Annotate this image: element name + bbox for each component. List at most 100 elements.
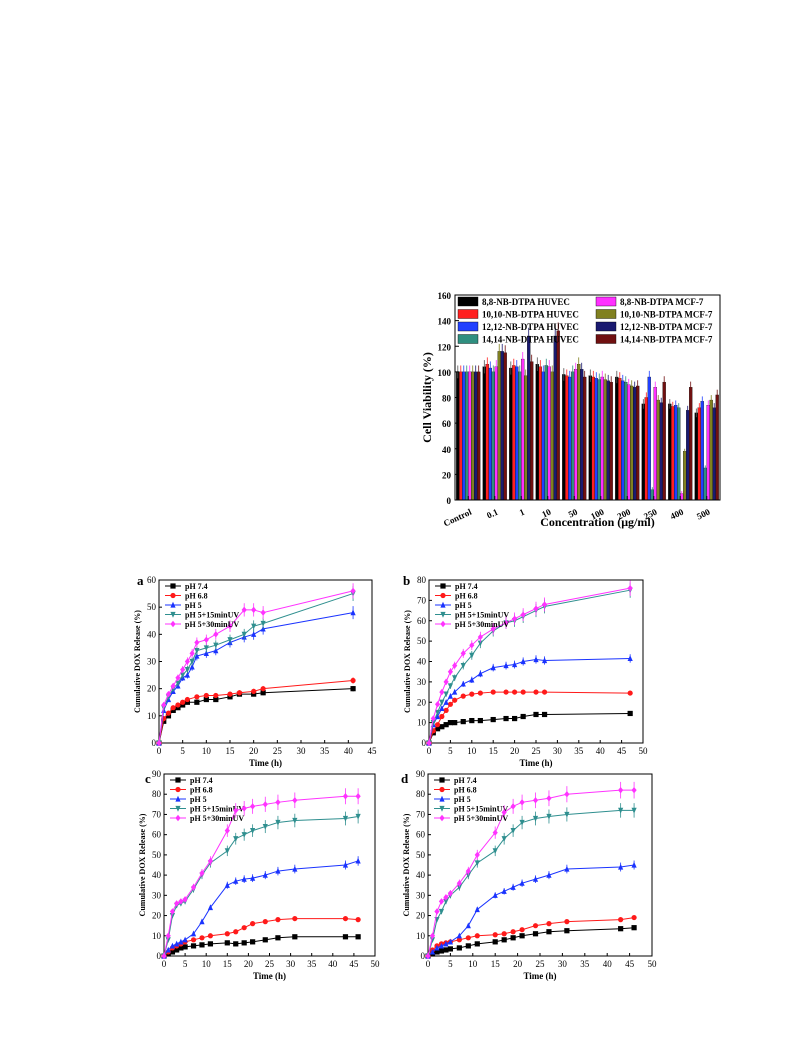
data-point bbox=[618, 807, 624, 814]
data-point bbox=[474, 941, 480, 947]
data-point bbox=[241, 606, 247, 614]
data-point bbox=[182, 896, 188, 903]
data-point bbox=[233, 929, 239, 935]
data-point bbox=[452, 688, 458, 695]
x-tick-label: 35 bbox=[574, 746, 584, 756]
bar bbox=[459, 371, 463, 501]
data-point bbox=[241, 875, 247, 882]
x-axis-title: Time (h) bbox=[519, 758, 552, 768]
bar bbox=[538, 366, 542, 501]
release-chart-c: 0 5 10 15 20 25 30 35 40 45 50 0 10 20 30 40 50 60 70 80 90 T… bbox=[138, 769, 380, 981]
data-point bbox=[189, 663, 195, 670]
data-point bbox=[275, 867, 281, 874]
data-point bbox=[456, 945, 462, 951]
bar bbox=[630, 385, 634, 501]
data-point bbox=[469, 676, 475, 683]
data-point bbox=[492, 848, 498, 855]
bar bbox=[503, 352, 507, 501]
data-point bbox=[355, 857, 361, 864]
x-tick-label: 1 bbox=[518, 507, 527, 518]
data-point bbox=[262, 801, 268, 808]
bar bbox=[697, 407, 701, 501]
data-point bbox=[182, 936, 188, 943]
x-tick-label: 5 bbox=[183, 959, 188, 969]
data-point bbox=[474, 860, 480, 867]
y-tick-label: 80 bbox=[416, 789, 426, 799]
data-point bbox=[438, 948, 445, 954]
data-point bbox=[175, 814, 181, 822]
x-tick-label: 0 bbox=[426, 959, 431, 969]
data-point bbox=[474, 933, 480, 939]
x-tick-label: 10 bbox=[202, 959, 212, 969]
data-point bbox=[447, 938, 453, 945]
bar bbox=[541, 371, 545, 501]
data-point bbox=[165, 946, 171, 953]
bar bbox=[580, 369, 584, 501]
bar bbox=[712, 407, 716, 501]
data-point bbox=[194, 699, 200, 705]
data-point bbox=[492, 939, 498, 945]
legend-label: 14,14-NB-DTPA HUVEC bbox=[482, 335, 579, 345]
data-point bbox=[541, 711, 548, 718]
bar bbox=[500, 351, 504, 501]
x-tick-label: 40 bbox=[596, 746, 606, 756]
bar bbox=[594, 378, 598, 501]
y-tick-label: 90 bbox=[416, 769, 426, 779]
x-tick-label: 0 bbox=[162, 959, 167, 969]
bar bbox=[574, 369, 578, 501]
data-point bbox=[447, 946, 453, 952]
data-point bbox=[262, 823, 268, 830]
data-point bbox=[203, 696, 209, 703]
data-point bbox=[241, 805, 247, 812]
data-point bbox=[170, 611, 176, 618]
y-tick-label: 50 bbox=[417, 636, 427, 646]
data-point bbox=[447, 668, 453, 675]
data-point bbox=[207, 857, 214, 865]
data-point bbox=[503, 619, 509, 626]
bar bbox=[653, 387, 657, 501]
data-point bbox=[438, 908, 445, 915]
data-point bbox=[156, 739, 162, 747]
data-point bbox=[533, 605, 539, 612]
data-point bbox=[512, 715, 518, 722]
series-line bbox=[158, 612, 354, 744]
data-point bbox=[175, 702, 181, 708]
bar bbox=[706, 405, 710, 501]
data-point bbox=[170, 592, 176, 599]
y-tick-label: 20 bbox=[152, 911, 162, 921]
data-point bbox=[447, 701, 453, 707]
data-point bbox=[180, 672, 186, 679]
data-point bbox=[541, 657, 548, 664]
bar bbox=[641, 403, 645, 501]
data-point bbox=[224, 848, 230, 855]
data-point bbox=[447, 890, 453, 897]
data-point bbox=[180, 666, 186, 673]
data-point bbox=[227, 694, 233, 700]
data-point bbox=[434, 713, 441, 720]
data-point bbox=[618, 917, 624, 923]
data-point bbox=[429, 932, 436, 939]
data-point bbox=[477, 717, 483, 724]
y-tick-label: 80 bbox=[417, 575, 427, 585]
data-point bbox=[627, 690, 633, 696]
y-tick-label: 90 bbox=[152, 769, 162, 779]
data-point bbox=[175, 674, 181, 681]
data-point bbox=[207, 941, 214, 947]
data-point bbox=[175, 805, 181, 812]
x-tick-label: 400 bbox=[669, 507, 686, 522]
data-point bbox=[190, 930, 197, 937]
data-point bbox=[262, 871, 268, 878]
data-point bbox=[175, 680, 181, 687]
data-point bbox=[631, 861, 637, 868]
bar bbox=[709, 399, 713, 501]
bar bbox=[530, 361, 534, 501]
x-tick-label: 15 bbox=[489, 746, 499, 756]
bar bbox=[491, 371, 495, 501]
data-point bbox=[434, 709, 441, 716]
x-tick-label: 35 bbox=[307, 959, 317, 969]
data-point bbox=[443, 707, 449, 714]
data-point bbox=[175, 705, 181, 711]
legend-label: pH 7.4 bbox=[454, 776, 477, 785]
data-point bbox=[224, 882, 230, 888]
